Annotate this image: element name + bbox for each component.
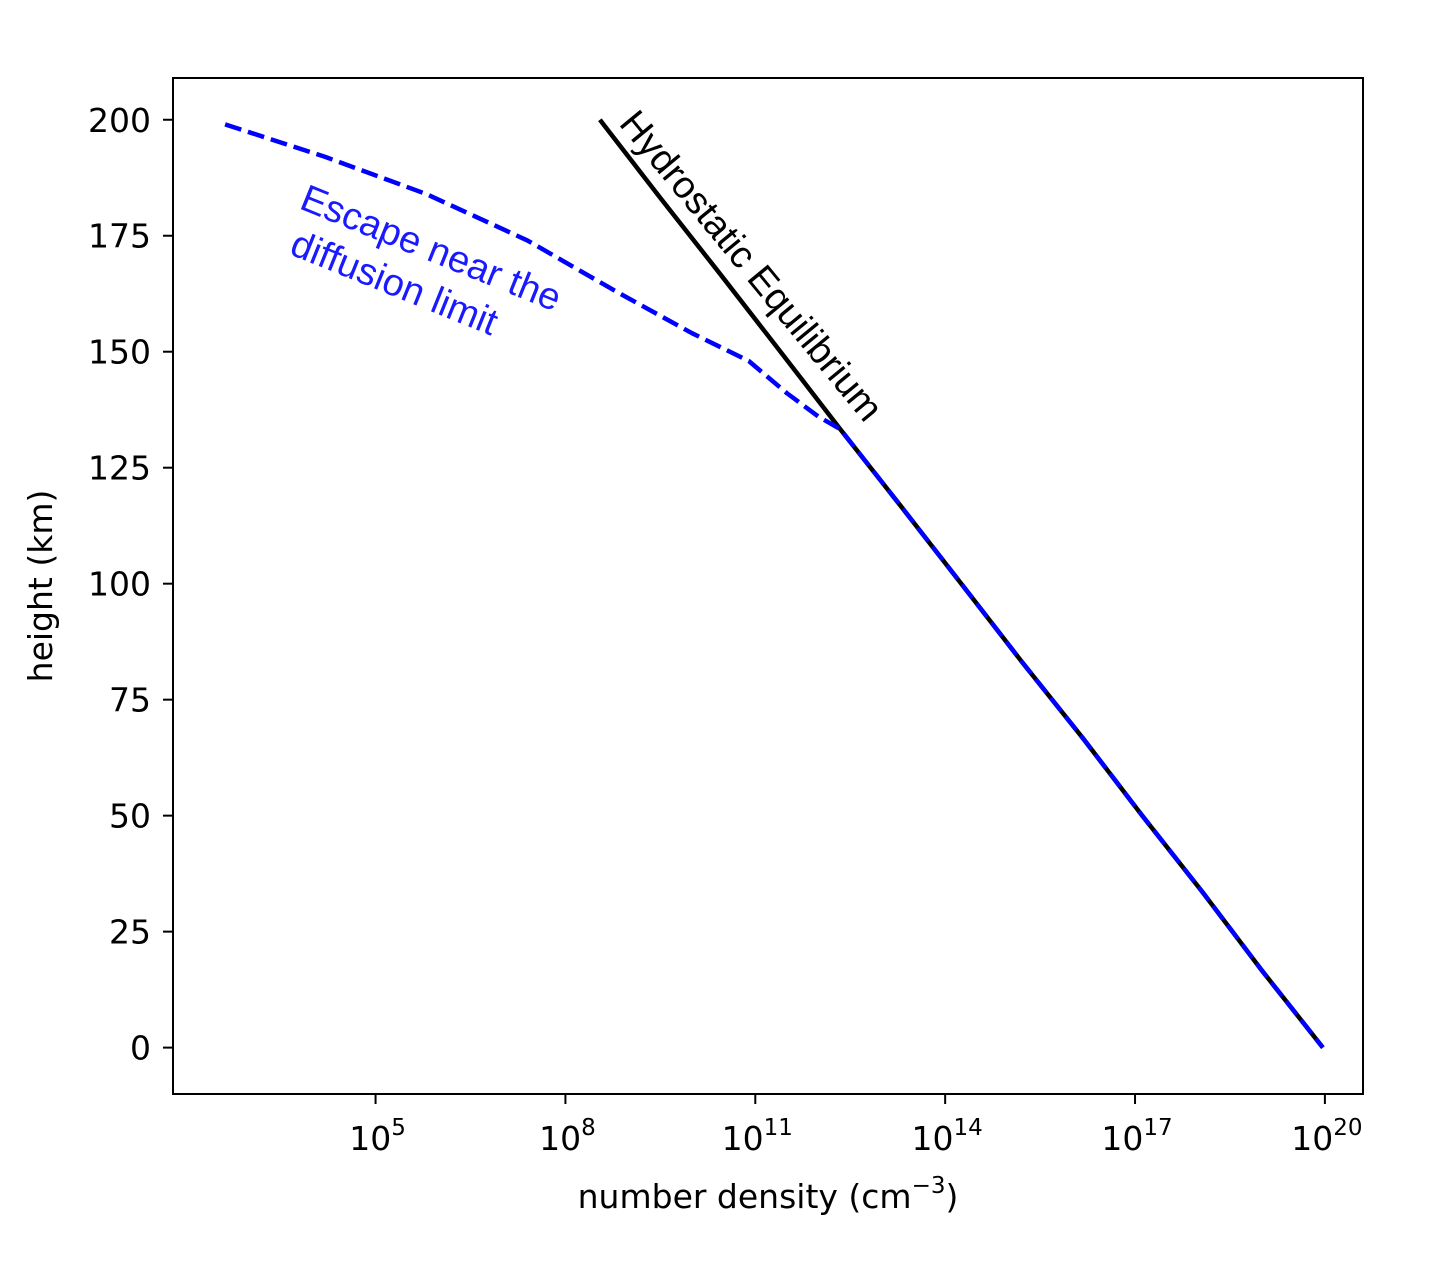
x-tick-label-base: 10: [912, 1119, 954, 1158]
y-tick-label-7: 150: [88, 333, 151, 372]
x-tick-label-exponent: 11: [764, 1115, 793, 1141]
x-tick-label-exponent: 5: [391, 1115, 406, 1141]
y-tick-label-9: 200: [88, 101, 151, 140]
plot-frame: [172, 77, 1364, 1095]
x-tick-label-base: 10: [539, 1119, 581, 1158]
x-axis-label-text: number density (cm: [578, 1177, 912, 1216]
y-axis: 0 25 50 75 100 125 150 175 200: [88, 101, 173, 1068]
y-tick-label-1: 0: [130, 1029, 151, 1068]
x-tick-label-6: 1020: [1291, 1115, 1362, 1158]
x-tick-label-3: 1011: [722, 1115, 793, 1158]
x-tick-label-exponent: 8: [581, 1115, 596, 1141]
x-tick-label-base: 10: [349, 1119, 391, 1158]
x-tick-label-exponent: 20: [1333, 1115, 1362, 1141]
x-tick-label-exponent: 17: [1143, 1115, 1172, 1141]
plot-area: [224, 118, 1325, 1049]
x-axis-label-exponent: −3: [912, 1173, 946, 1199]
x-tick-label-2: 108: [539, 1115, 596, 1158]
x-tick-label-base: 10: [1291, 1119, 1333, 1158]
hydrostatic-annotation: Hydrostatic Equilibrium: [611, 103, 891, 430]
x-axis: 105 108 1011 1014 1017 1020: [349, 1094, 1363, 1158]
x-tick-label-5: 1017: [1101, 1115, 1172, 1158]
y-axis-label: height (km): [21, 490, 60, 683]
x-tick-label-base: 10: [1101, 1119, 1143, 1158]
x-axis-label-suffix: ): [945, 1177, 958, 1216]
x-tick-label-exponent: 14: [954, 1115, 983, 1141]
hydrostatic-annotation-line-1: Hydrostatic Equilibrium: [611, 103, 891, 430]
x-axis-label: number density (cm−3): [578, 1173, 959, 1216]
y-tick-label-6: 125: [88, 449, 151, 488]
escape-annotation: Escape near the diffusion limit: [277, 177, 576, 366]
x-tick-label-base: 10: [722, 1119, 764, 1158]
y-tick-label-4: 75: [109, 681, 151, 720]
y-tick-label-2: 25: [109, 913, 151, 952]
y-tick-label-5: 100: [88, 565, 151, 604]
y-tick-label-3: 50: [109, 797, 151, 836]
series-line-2: [224, 122, 1325, 1049]
x-tick-label-4: 1014: [912, 1115, 983, 1158]
x-tick-label-1: 105: [349, 1115, 406, 1158]
y-tick-label-8: 175: [88, 217, 151, 256]
